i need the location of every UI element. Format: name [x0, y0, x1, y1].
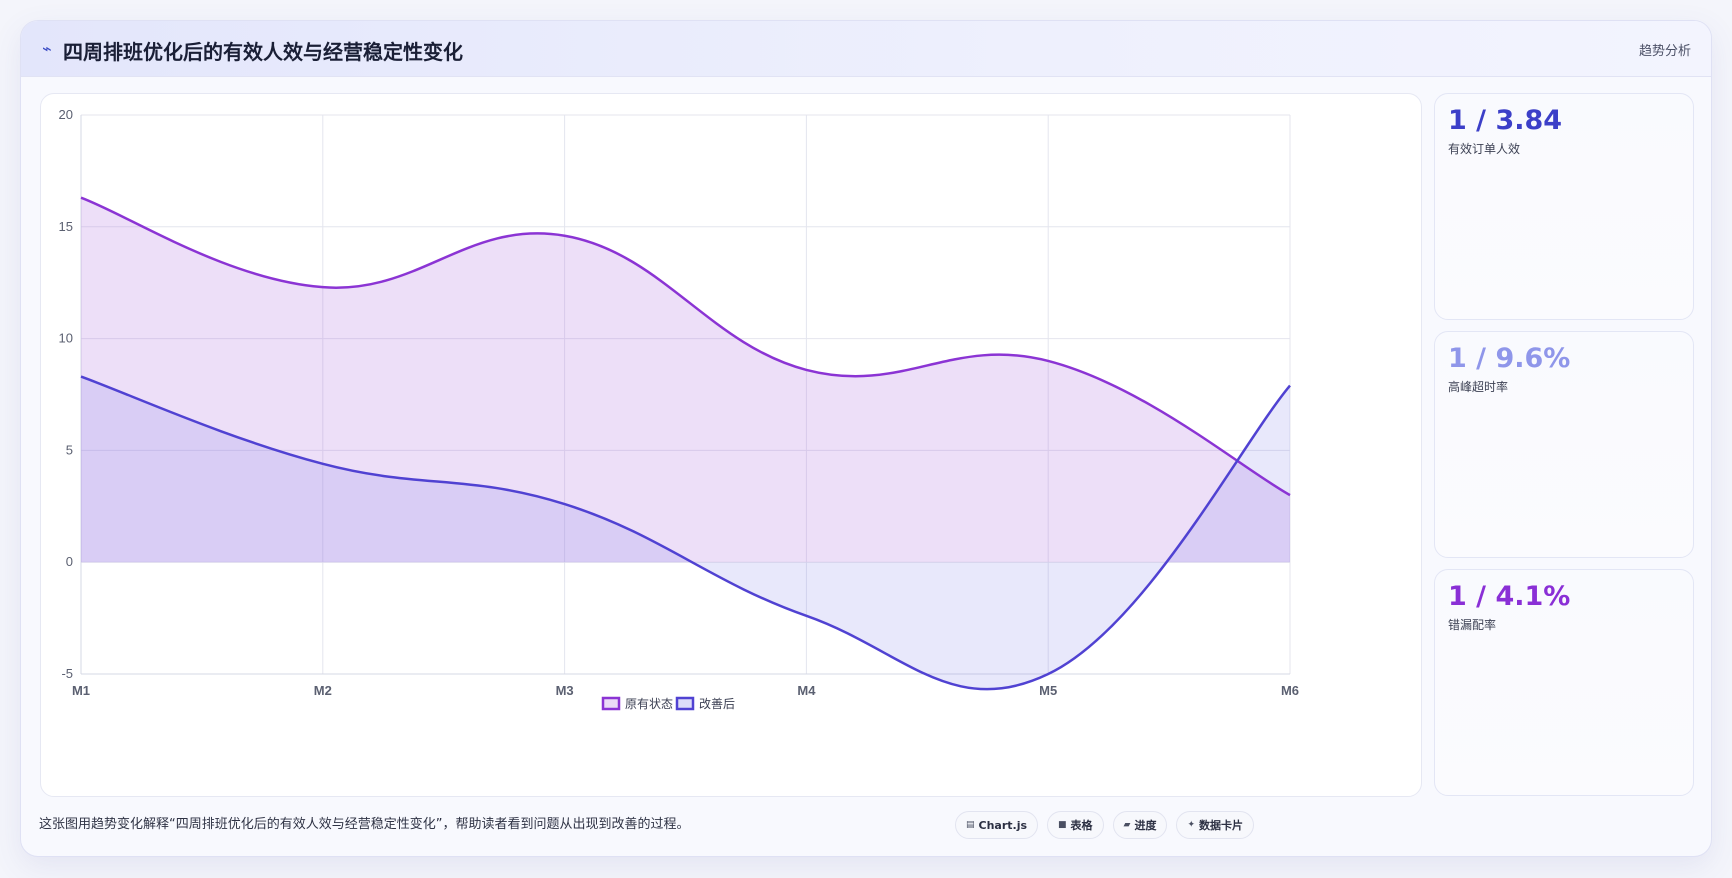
y-tick-label: 20	[59, 107, 73, 122]
x-tick-label: M3	[556, 683, 574, 698]
metric-value: 1 / 9.6%	[1448, 343, 1571, 374]
chart-panel: -5 0 5 10 15 20 M1 M2 M3 M4 M5 M6 原有状态 改善后	[40, 93, 1422, 797]
chip-label: Chart.js	[978, 818, 1028, 832]
x-tick-label: M1	[72, 683, 90, 698]
dashboard-card: ⌁ 四周排班优化后的有效人效与经营稳定性变化 趋势分析 -5 0 5 10 15 20 M1…	[20, 20, 1712, 857]
x-tick-label: M6	[1281, 683, 1299, 698]
metric-label: 有效订单人效	[1448, 142, 1521, 156]
x-tick-label: M4	[797, 683, 816, 698]
metric-value: 1 / 3.84	[1448, 105, 1563, 136]
chip-progress[interactable]: ▰ 进度	[1112, 811, 1168, 839]
metric-label: 错漏配率	[1448, 618, 1497, 632]
series-area-1	[81, 376, 1290, 690]
chip-data-cards[interactable]: ✦ 数据卡片	[1176, 811, 1255, 839]
chip-label: 数据卡片	[1199, 819, 1244, 832]
x-tick-label: M5	[1039, 683, 1057, 698]
series-line-1	[80, 375, 1291, 691]
y-tick-label: 5	[66, 442, 73, 457]
series-line-0	[80, 196, 1291, 497]
progress-icon: ▰	[1123, 820, 1131, 830]
y-tick-label: -5	[61, 666, 73, 681]
legend-swatch	[601, 696, 621, 711]
chip-table[interactable]: ■ 表格	[1047, 811, 1104, 839]
analysis-tag[interactable]: 趋势分析	[1638, 44, 1691, 59]
tool-chips: ▤ Chart.js ■ 表格 ▰ 进度 ✦ 数据卡片	[955, 811, 1255, 839]
card-header: ⌁ 四周排班优化后的有效人效与经营稳定性变化 趋势分析	[21, 21, 1711, 77]
sparkle-icon: ✦	[1187, 820, 1196, 830]
y-tick-label: 15	[59, 219, 73, 234]
chip-label: 进度	[1134, 819, 1157, 832]
chip-chartjs[interactable]: ▤ Chart.js	[955, 811, 1039, 839]
y-tick-label: 0	[66, 554, 73, 569]
chip-label: 表格	[1070, 819, 1093, 832]
metric-label: 高峰超时率	[1448, 380, 1509, 394]
legend-label: 原有状态	[625, 697, 673, 711]
metric-card-error-rate: 1 / 4.1% 错漏配率	[1434, 569, 1694, 796]
metric-card-peak-overtime: 1 / 9.6% 高峰超时率	[1434, 331, 1694, 558]
area-chart: -5 0 5 10 15 20 M1 M2 M3 M4 M5 M6 原有状态 改善后	[59, 107, 1300, 711]
metric-card-order-efficiency: 1 / 3.84 有效订单人效	[1434, 93, 1694, 320]
metric-value: 1 / 4.1%	[1448, 581, 1571, 612]
table-icon: ■	[1058, 820, 1067, 830]
legend-label: 改善后	[699, 696, 735, 711]
legend-swatch	[675, 696, 695, 711]
page-title: 四周排班优化后的有效人效与经营稳定性变化	[63, 40, 463, 64]
chart-icon: ▤	[966, 820, 975, 830]
series-area-0	[81, 197, 1290, 563]
chart-caption: 这张图用趋势变化解释“四周排班优化后的有效人效与经营稳定性变化”，帮助读者看到问…	[39, 817, 690, 832]
trend-line-icon: ⌁	[42, 41, 52, 58]
x-tick-label: M2	[314, 683, 332, 698]
y-tick-label: 10	[59, 331, 73, 346]
